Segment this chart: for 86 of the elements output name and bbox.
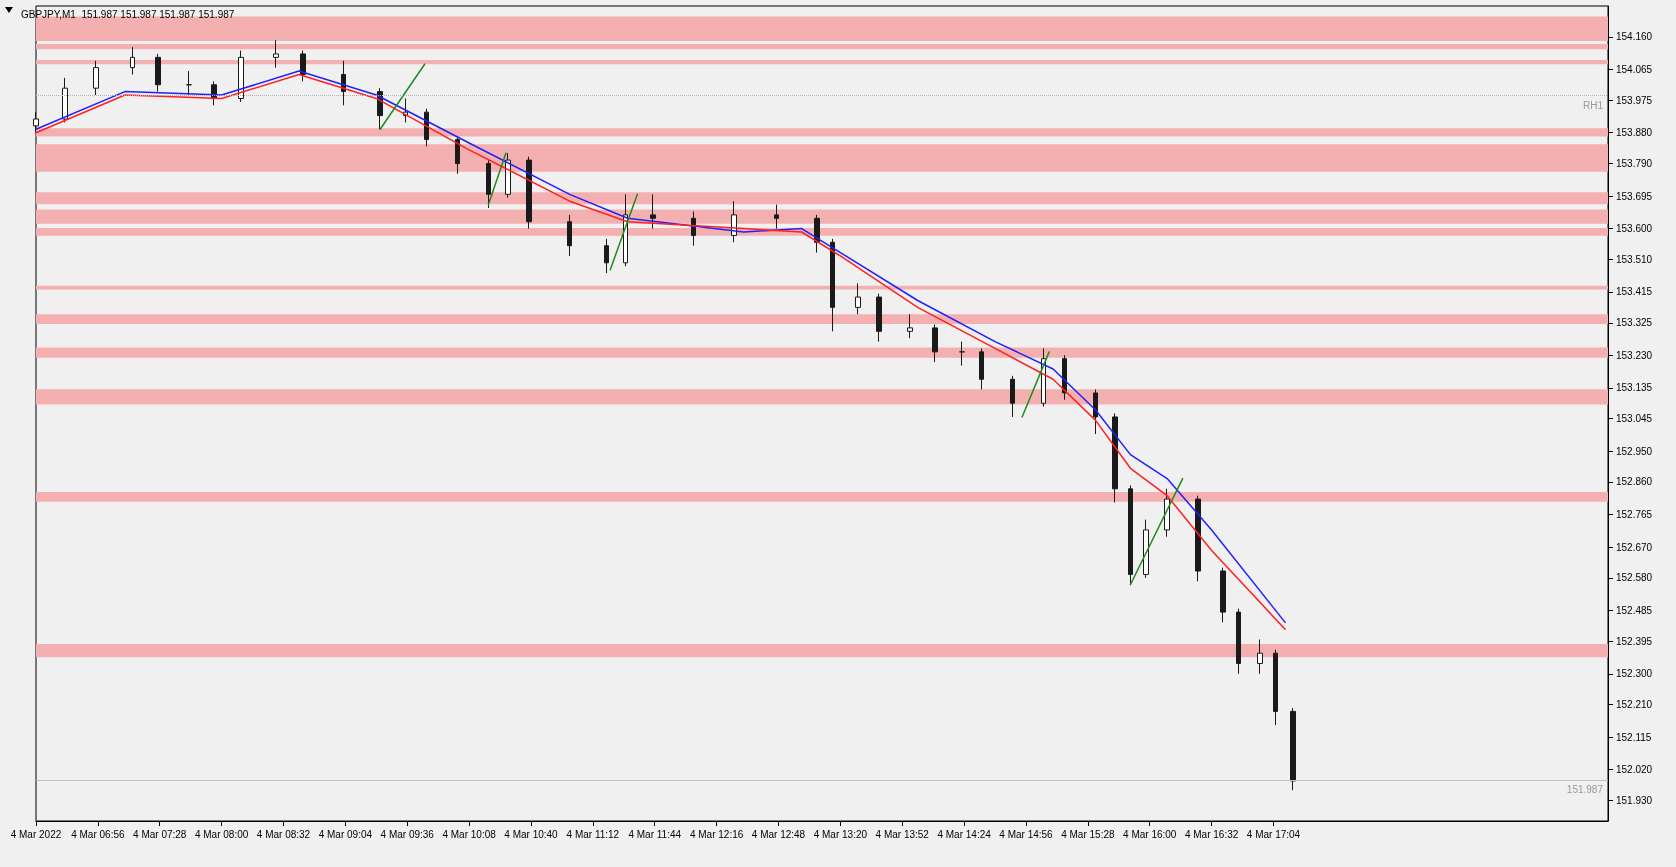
- x-tick-label: 4 Mar 14:56: [999, 828, 1054, 840]
- candlestick: [273, 39, 279, 69]
- ref-line-label: RH1: [1582, 99, 1604, 111]
- candlestick: [691, 210, 696, 247]
- candlestick: [155, 53, 161, 93]
- y-tick-label: 154.065: [1616, 63, 1653, 75]
- x-tick-label: 4 Mar 2022: [10, 828, 62, 840]
- y-tick-label: 152.950: [1616, 445, 1653, 457]
- candlestick: [238, 50, 244, 103]
- x-tick-label: 4 Mar 17:04: [1246, 828, 1301, 840]
- candlestick: [300, 50, 306, 82]
- y-tick-label: 152.670: [1616, 541, 1653, 553]
- candlestick: [455, 135, 460, 175]
- candlestick: [1143, 519, 1149, 579]
- y-tick-label: 153.880: [1616, 127, 1653, 139]
- candlestick: [932, 323, 938, 363]
- candlestick: [186, 70, 192, 96]
- candlestick: [604, 238, 609, 274]
- y-tick-label: 152.485: [1616, 604, 1653, 616]
- y-tick-label: 153.695: [1616, 190, 1653, 202]
- y-tick-label: 152.020: [1616, 764, 1653, 776]
- candlestick: [130, 46, 135, 75]
- candlestick: [855, 282, 861, 315]
- x-tick-label: 4 Mar 09:36: [380, 828, 435, 840]
- candlestick: [1236, 608, 1241, 675]
- y-tick-label: 153.230: [1616, 349, 1653, 361]
- x-tick-label: 4 Mar 12:16: [689, 828, 744, 840]
- y-tick-label: 152.860: [1616, 476, 1653, 488]
- y-tick-label: 153.600: [1616, 223, 1653, 235]
- candlestick: [907, 313, 913, 339]
- x-tick-label: 4 Mar 08:00: [194, 828, 249, 840]
- y-tick-label: 152.210: [1616, 699, 1653, 711]
- chart-title: GBPJPY,M1 151.987 151.987 151.987 151.987: [21, 8, 235, 20]
- y-tick-label: 153.045: [1616, 413, 1653, 425]
- x-tick-label: 4 Mar 16:32: [1184, 828, 1239, 840]
- x-tick-label: 4 Mar 16:00: [1123, 828, 1177, 840]
- y-tick-label: 153.510: [1616, 253, 1653, 265]
- candlestick: [1220, 567, 1226, 623]
- y-tick-label: 151.930: [1616, 794, 1653, 806]
- x-tick-label: 4 Mar 11:44: [628, 828, 682, 840]
- y-tick-label: 153.790: [1616, 158, 1653, 170]
- candlestick: [93, 60, 99, 96]
- y-tick-label: 153.135: [1616, 382, 1653, 394]
- candlestick: [979, 347, 984, 391]
- candlestick: [1010, 375, 1015, 418]
- x-tick-label: 4 Mar 11:12: [566, 828, 620, 840]
- x-tick-label: 4 Mar 06:56: [71, 828, 125, 840]
- candlestick: [505, 152, 511, 199]
- candlestick: [1164, 488, 1170, 538]
- x-tick-label: 4 Mar 08:32: [256, 828, 311, 840]
- candlestick: [650, 193, 656, 230]
- candlestick: [830, 238, 835, 332]
- candlestick: [1257, 639, 1263, 675]
- candlestick: [1195, 495, 1201, 582]
- y-tick-label: 153.975: [1616, 94, 1653, 106]
- y-tick-label: 153.415: [1616, 286, 1653, 298]
- y-tick-label: 152.765: [1616, 509, 1653, 521]
- y-tick-label: 152.580: [1616, 572, 1653, 584]
- candlestick: [486, 159, 491, 209]
- y-tick-label: 153.325: [1616, 317, 1653, 329]
- x-tick-label: 4 Mar 09:04: [318, 828, 373, 840]
- y-tick-label: 152.115: [1616, 731, 1652, 743]
- candlestick: [1290, 707, 1296, 791]
- x-tick-label: 4 Mar 07:28: [133, 828, 187, 840]
- candlestick: [526, 156, 532, 230]
- candlestick: [1093, 389, 1098, 435]
- candlestick: [1112, 413, 1118, 504]
- x-tick-label: 4 Mar 14:24: [937, 828, 992, 840]
- x-tick-label: 4 Mar 10:08: [442, 828, 497, 840]
- candlestick: [1273, 649, 1278, 726]
- x-tick-label: 4 Mar 10:40: [504, 828, 559, 840]
- x-tick-label: 4 Mar 12:48: [751, 828, 806, 840]
- candlestick: [1128, 484, 1133, 586]
- candlestick: [62, 77, 68, 123]
- y-tick-label: 154.160: [1616, 31, 1653, 43]
- x-tick-label: 4 Mar 13:52: [875, 828, 930, 840]
- candlestick: [959, 341, 965, 367]
- y-tick-label: 152.395: [1616, 635, 1653, 647]
- candlestick: [33, 111, 39, 134]
- candlestick: [774, 204, 779, 230]
- candlestick: [567, 214, 572, 257]
- y-tick-label: 152.300: [1616, 668, 1653, 680]
- x-tick-label: 4 Mar 15:28: [1061, 828, 1115, 840]
- candlestick: [876, 293, 882, 343]
- ref-line-label: 151.987: [1566, 784, 1604, 796]
- x-tick-label: 4 Mar 13:20: [813, 828, 868, 840]
